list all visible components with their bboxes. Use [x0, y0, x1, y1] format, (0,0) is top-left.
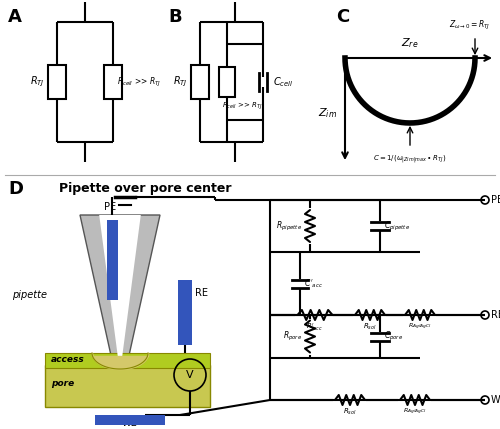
Text: $C_{pore}$: $C_{pore}$ [384, 330, 403, 343]
Text: RE: RE [195, 288, 208, 298]
Text: $R'_{acc}$: $R'_{acc}$ [306, 322, 324, 333]
Bar [191, 65, 209, 99]
Text: pipette: pipette [12, 290, 48, 300]
Bar [45, 365, 210, 407]
Text: access: access [51, 354, 85, 363]
Text: $C_{cell}$: $C_{cell}$ [273, 75, 293, 89]
Text: C: C [336, 8, 349, 26]
Text: Pipette over pore center: Pipette over pore center [59, 182, 231, 195]
Text: PE: PE [491, 195, 500, 205]
Text: WE: WE [122, 418, 138, 428]
Text: V: V [186, 370, 194, 380]
Text: $Z_{\omega\rightarrow 0}=R_{TJ}$: $Z_{\omega\rightarrow 0}=R_{TJ}$ [450, 19, 490, 32]
Text: RE: RE [491, 310, 500, 320]
Text: A: A [8, 8, 22, 26]
Text: $C'_{acc}$: $C'_{acc}$ [304, 277, 323, 290]
Bar [95, 415, 165, 425]
Text: $Z_{im}$: $Z_{im}$ [318, 106, 337, 120]
Text: $R_{sol}$: $R_{sol}$ [363, 322, 377, 332]
Text: pore: pore [51, 378, 74, 387]
Bar [104, 65, 122, 99]
Text: $C_{pipette}$: $C_{pipette}$ [384, 220, 410, 233]
Text: $R_{Ag/AgCl}$: $R_{Ag/AgCl}$ [403, 407, 427, 417]
Text: $R_{pore}$: $R_{pore}$ [283, 330, 302, 343]
Bar [219, 67, 235, 97]
Text: $R_{sol}$: $R_{sol}$ [343, 407, 357, 417]
Text: $R_{TJ}$: $R_{TJ}$ [30, 75, 45, 89]
Bar [178, 280, 192, 345]
Text: $R_{TJ}$: $R_{TJ}$ [174, 75, 188, 89]
Polygon shape [80, 215, 160, 360]
Text: $Z_{re}$: $Z_{re}$ [402, 36, 418, 50]
Polygon shape [99, 215, 141, 358]
Bar [45, 353, 210, 368]
Text: $R_{cell}$ >> $R_{TJ}$: $R_{cell}$ >> $R_{TJ}$ [117, 76, 162, 88]
Text: D: D [8, 180, 23, 198]
Text: $R_{Ag/AgCl}$: $R_{Ag/AgCl}$ [408, 322, 432, 332]
Bar [48, 65, 66, 99]
Text: WE: WE [491, 395, 500, 405]
Bar [106, 220, 118, 300]
Text: $R_{cell}$ >> $R_{TJ}$: $R_{cell}$ >> $R_{TJ}$ [222, 100, 262, 112]
Text: B: B [168, 8, 181, 26]
Text: PE: PE [104, 202, 116, 212]
Text: $R_{pipette}$: $R_{pipette}$ [276, 220, 302, 233]
Text: $C=1/(\omega_{|Zim|max}\bullet R_{TJ})$: $C=1/(\omega_{|Zim|max}\bullet R_{TJ})$ [374, 153, 446, 165]
